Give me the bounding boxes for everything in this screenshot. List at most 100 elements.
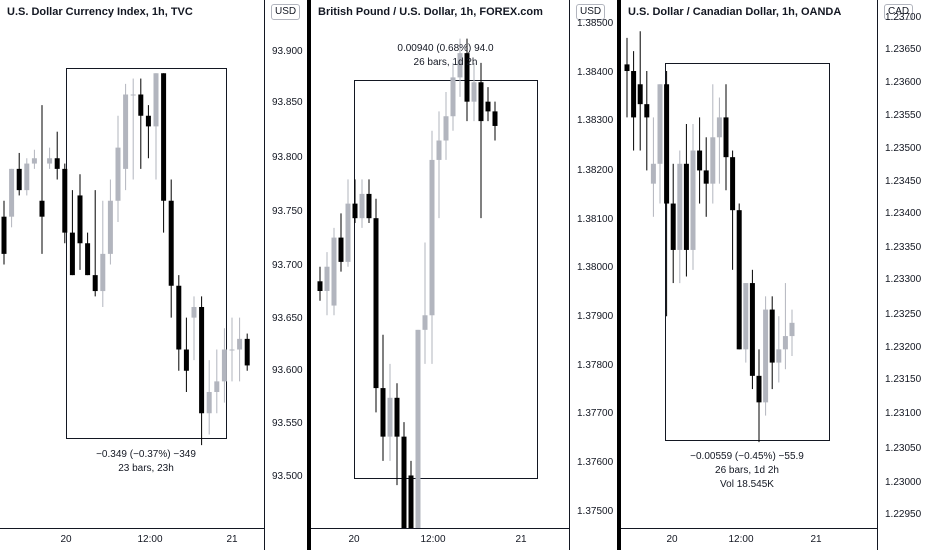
time-axis[interactable]: 20 12:00 21	[621, 528, 877, 550]
candle[interactable]	[244, 333, 250, 371]
candle[interactable]	[191, 296, 197, 361]
candle[interactable]	[1, 200, 7, 265]
candle[interactable]	[176, 275, 182, 371]
candle[interactable]	[39, 105, 45, 254]
candle[interactable]	[408, 460, 414, 528]
candle[interactable]	[457, 38, 463, 97]
time-axis[interactable]: 20 12:00 21	[311, 528, 569, 550]
candle[interactable]	[769, 296, 775, 390]
candle[interactable]	[670, 163, 676, 284]
candle[interactable]	[85, 232, 91, 276]
candle[interactable]	[464, 38, 470, 122]
candle[interactable]	[153, 73, 159, 180]
candle[interactable]	[394, 383, 400, 486]
candle[interactable]	[352, 179, 358, 224]
candle[interactable]	[237, 317, 243, 382]
candle[interactable]	[123, 83, 129, 191]
candle[interactable]	[9, 168, 15, 228]
candle[interactable]	[677, 150, 683, 284]
candle[interactable]	[31, 149, 37, 169]
candle[interactable]	[782, 283, 788, 370]
candle[interactable]	[62, 163, 68, 244]
currency-unit-badge[interactable]: CAD	[884, 4, 914, 20]
candle[interactable]	[690, 124, 696, 270]
chart-panel-2[interactable]: British Pound / U.S. Dollar, 1h, FOREX.c…	[311, 0, 617, 550]
candle[interactable]	[650, 117, 656, 217]
candle[interactable]	[338, 213, 344, 272]
candle[interactable]	[644, 71, 650, 171]
candle[interactable]	[16, 152, 22, 196]
candlestick-plot[interactable]	[0, 0, 264, 528]
candle[interactable]	[115, 115, 121, 222]
pane-separator[interactable]	[617, 0, 621, 550]
candle[interactable]	[776, 316, 782, 383]
candle[interactable]	[92, 190, 98, 297]
symbol-title[interactable]: U.S. Dollar / Canadian Dollar, 1h, OANDA	[628, 6, 842, 18]
candle[interactable]	[401, 422, 407, 528]
candle[interactable]	[657, 84, 663, 204]
candle[interactable]	[366, 179, 372, 224]
symbol-title[interactable]: British Pound / U.S. Dollar, 1h, FOREX.c…	[318, 6, 543, 18]
candle[interactable]	[145, 105, 151, 159]
candle[interactable]	[138, 78, 144, 169]
pane-separator[interactable]	[307, 0, 311, 550]
candle[interactable]	[387, 363, 393, 461]
candle[interactable]	[637, 31, 643, 151]
candle[interactable]	[429, 130, 435, 364]
candle[interactable]	[664, 71, 670, 317]
candle[interactable]	[54, 131, 60, 180]
candle[interactable]	[380, 334, 386, 461]
candle[interactable]	[100, 200, 106, 307]
candle[interactable]	[450, 62, 456, 131]
price-axis[interactable]: CAD 1.23700 1.23650 1.23600 1.23550 1.23500 1.…	[877, 0, 932, 550]
candle[interactable]	[436, 111, 442, 219]
candle[interactable]	[24, 158, 30, 196]
candle[interactable]	[130, 78, 136, 180]
candle[interactable]	[443, 91, 449, 160]
candle[interactable]	[471, 62, 477, 122]
candle[interactable]	[743, 283, 749, 363]
candle[interactable]	[359, 179, 365, 228]
candle[interactable]	[107, 179, 113, 265]
candle[interactable]	[214, 349, 220, 414]
candle[interactable]	[697, 117, 703, 204]
candle[interactable]	[716, 97, 722, 184]
currency-unit-badge[interactable]: USD	[271, 4, 301, 20]
measure-range-box[interactable]	[665, 63, 830, 441]
candle[interactable]	[69, 190, 75, 276]
candle[interactable]	[756, 349, 762, 443]
candle[interactable]	[485, 87, 491, 122]
chart-panel-3[interactable]: U.S. Dollar / Canadian Dollar, 1h, OANDA…	[621, 0, 932, 550]
candle[interactable]	[703, 137, 709, 217]
candle[interactable]	[723, 84, 729, 191]
price-axis[interactable]: USD 1.38500 1.38400 1.38300 1.38200 1.38100 1.…	[569, 0, 617, 550]
candlestick-plot[interactable]	[311, 0, 569, 528]
candle[interactable]	[168, 179, 174, 318]
candle[interactable]	[763, 296, 769, 416]
candle[interactable]	[221, 328, 227, 403]
candle[interactable]	[710, 84, 716, 204]
currency-unit-badge[interactable]: USD	[576, 4, 606, 20]
chart-panel-1[interactable]: U.S. Dollar Currency Index, 1h, TVC −0.34…	[0, 0, 307, 550]
candle[interactable]	[331, 227, 337, 316]
candle[interactable]	[373, 198, 379, 413]
candle[interactable]	[77, 174, 83, 270]
measure-range-box[interactable]	[66, 68, 227, 439]
candle[interactable]	[229, 317, 235, 382]
candle[interactable]	[749, 269, 755, 390]
candle[interactable]	[492, 101, 498, 141]
candle[interactable]	[631, 51, 637, 151]
candle[interactable]	[736, 203, 742, 350]
candle[interactable]	[789, 309, 795, 356]
symbol-title[interactable]: U.S. Dollar Currency Index, 1h, TVC	[7, 6, 193, 18]
candle[interactable]	[422, 242, 428, 364]
candle[interactable]	[478, 62, 484, 219]
candle[interactable]	[730, 150, 736, 270]
time-axis[interactable]: 20 12:00 21	[0, 528, 264, 550]
candle[interactable]	[206, 360, 212, 435]
price-axis[interactable]: USD 93.900 93.850 93.800 93.750 93.700 93.650 9…	[264, 0, 307, 550]
candle[interactable]	[199, 296, 205, 446]
measure-range-box[interactable]	[354, 80, 538, 479]
candle[interactable]	[345, 179, 351, 267]
candle[interactable]	[317, 266, 323, 301]
